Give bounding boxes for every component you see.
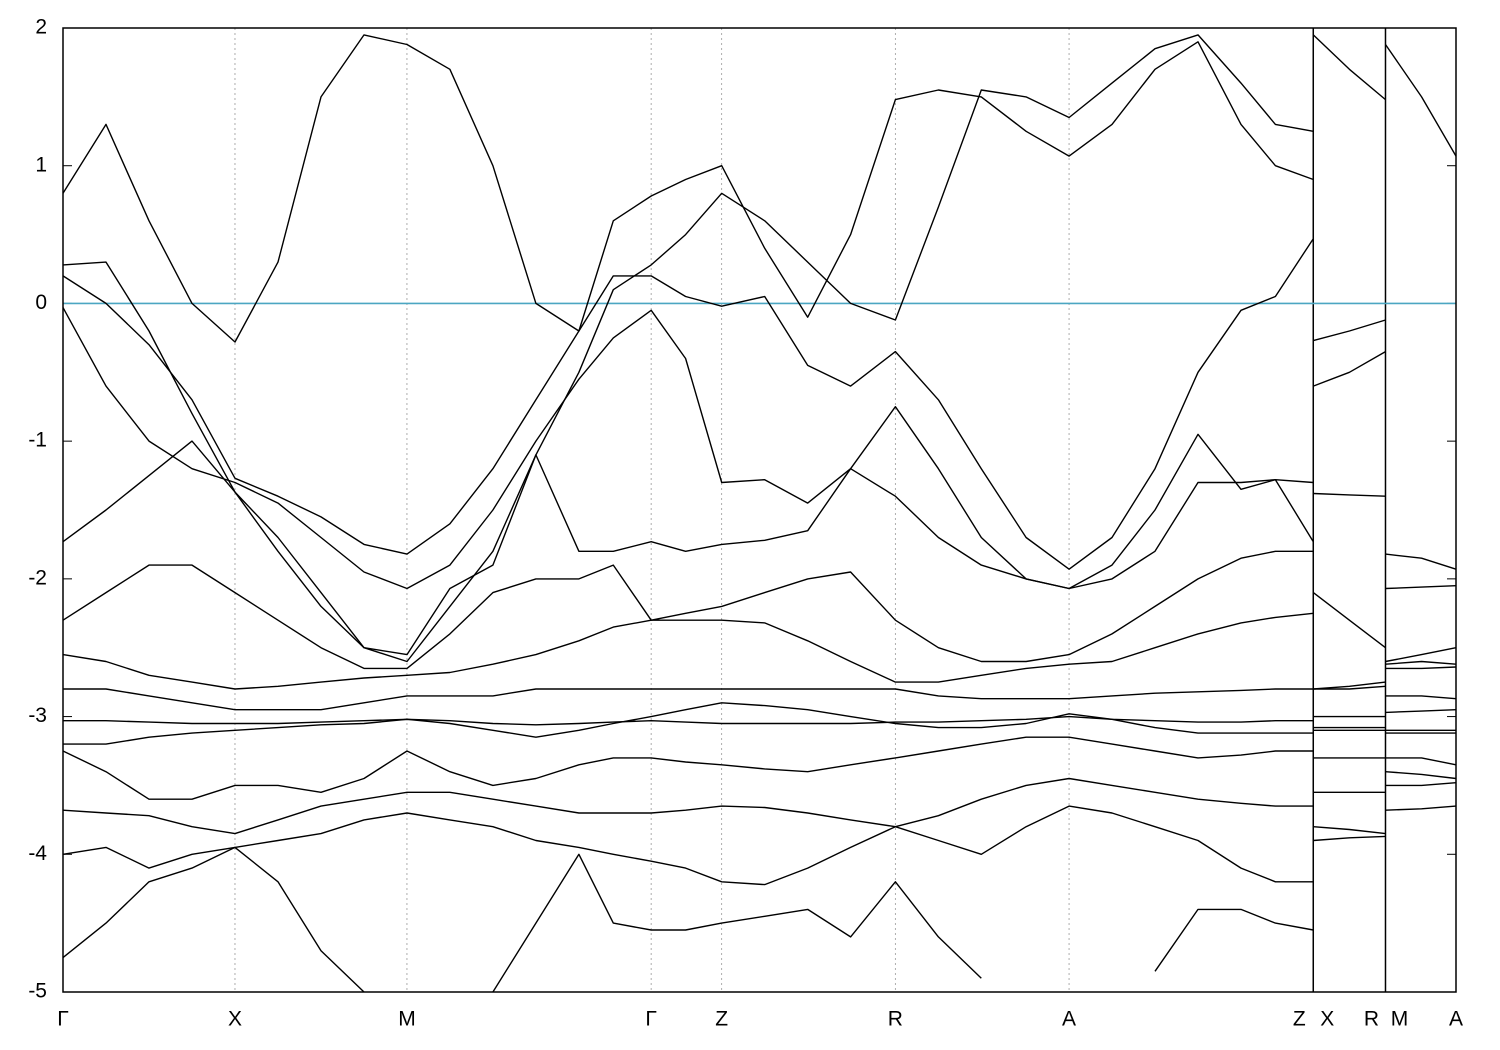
y-tick-label: 2 [35, 16, 47, 39]
band-line [62, 805, 1457, 993]
x-tick-label: R [1364, 1008, 1379, 1031]
x-tick-label: M [398, 1008, 416, 1031]
band-line [63, 702, 1456, 745]
plot-frame [62, 27, 1457, 993]
x-tick-label: X [228, 1008, 242, 1031]
x-tick-label: Γ [57, 1008, 69, 1031]
x-tick-label: A [1449, 1008, 1463, 1031]
y-tick-label: -3 [28, 704, 47, 727]
band-line [62, 406, 1457, 665]
band-line [62, 757, 1457, 959]
x-tick-label: R [888, 1008, 903, 1031]
band-line [62, 44, 1457, 570]
y-tick-label: 1 [35, 153, 47, 176]
x-tick-label: Γ [645, 1008, 657, 1031]
band-line [62, 34, 1457, 570]
band-line [62, 34, 1457, 663]
x-tick-label: X [1320, 1008, 1334, 1031]
y-tick-label: -2 [28, 566, 47, 589]
x-tick-label: Z [1293, 1008, 1306, 1031]
y-tick-label: -1 [28, 429, 47, 452]
y-tick-label: 0 [35, 291, 47, 314]
band-line [62, 307, 1457, 649]
x-tick-label: M [1391, 1008, 1409, 1031]
band-line [62, 736, 1457, 800]
x-tick-label: Z [715, 1008, 728, 1031]
band-line [62, 550, 1457, 700]
band-line [62, 777, 1457, 835]
band-line [62, 612, 1457, 690]
y-tick-label: -4 [28, 842, 47, 865]
y-tick-label: -5 [28, 980, 47, 1003]
band-line [63, 688, 1457, 718]
x-tick-label: A [1062, 1008, 1076, 1031]
